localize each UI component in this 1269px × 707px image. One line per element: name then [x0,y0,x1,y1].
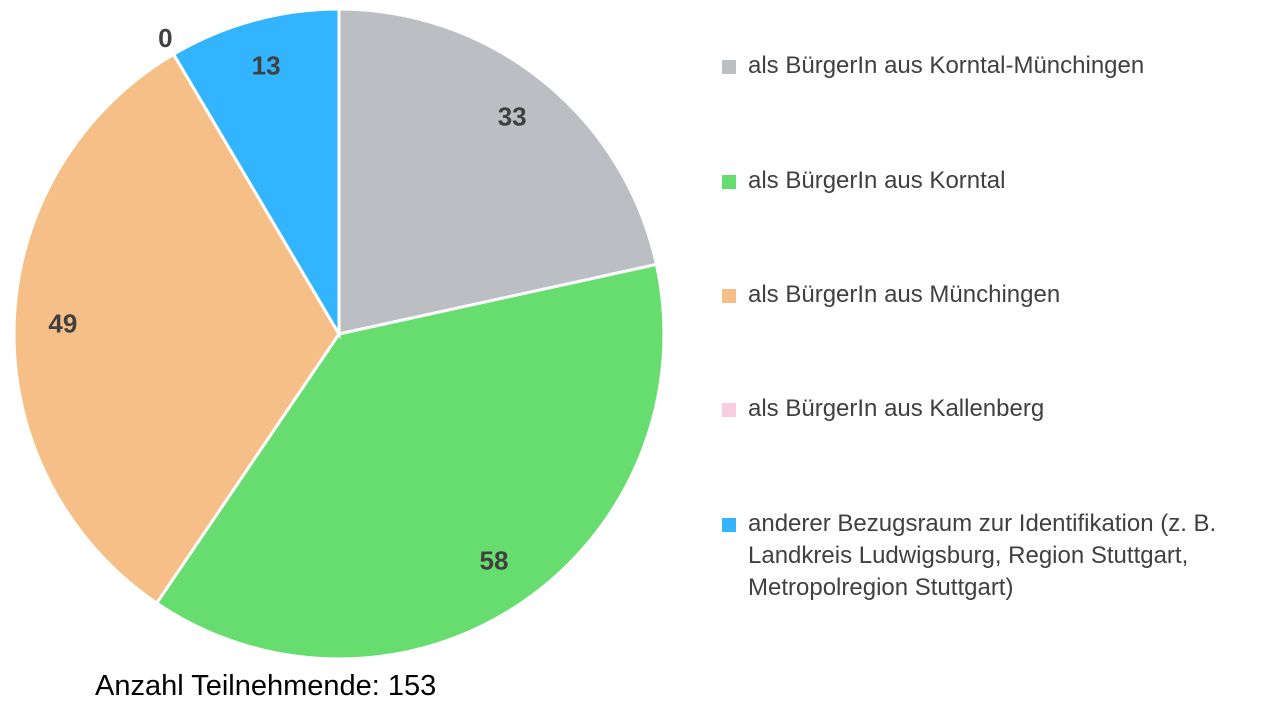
data-label: 49 [48,308,77,338]
legend-swatch [722,403,736,417]
data-label: 33 [498,102,527,132]
note: Anzahl Teilnehmende: 153 [95,670,437,702]
legend-item: als BürgerIn aus Kallenberg [722,393,1248,425]
legend-swatch [722,175,736,189]
legend-label: anderer Bezugsraum zur Identifikation (z… [748,510,1217,601]
data-label: 0 [158,23,172,53]
legend-item: als BürgerIn aus Münchingen [722,279,1248,311]
legend-item: als BürgerIn aus Korntal [722,165,1248,197]
legend-label: als BürgerIn aus Kallenberg [748,395,1045,422]
legend-swatch [722,289,736,303]
data-label: 13 [252,50,281,80]
data-label: 58 [479,546,508,576]
legend-label: als BürgerIn aus Korntal-Münchingen [748,52,1145,79]
legend-item: anderer Bezugsraum zur Identifikation (z… [722,508,1248,604]
pie-slice [337,7,659,336]
legend-swatch [722,60,736,74]
pie-slice [154,262,666,661]
pie-slice [12,52,341,606]
pie-slice [171,7,341,340]
legend-label: als BürgerIn aus Münchingen [748,281,1061,308]
legend-swatch [722,518,736,532]
legend-item: als BürgerIn aus Korntal-Münchingen [722,50,1248,82]
legend-label: als BürgerIn aus Korntal [748,167,1006,194]
